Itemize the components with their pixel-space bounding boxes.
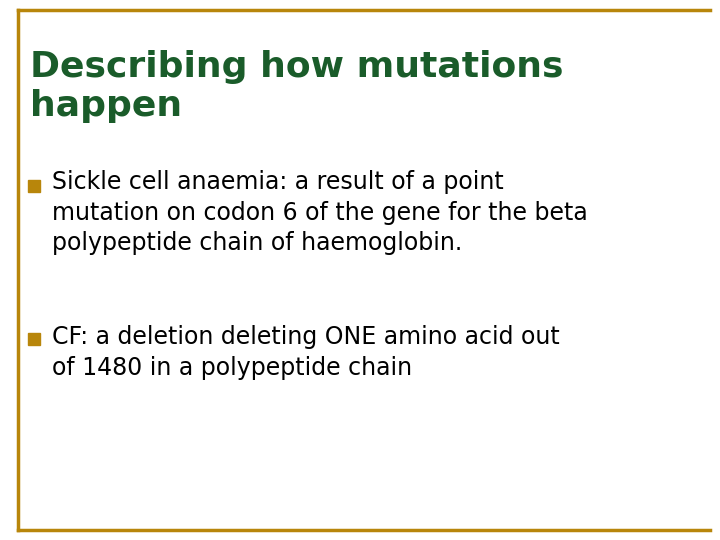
Text: CF: a deletion deleting ONE amino acid out
of 1480 in a polypeptide chain: CF: a deletion deleting ONE amino acid o… <box>52 325 559 380</box>
Bar <box>28 180 40 192</box>
Bar <box>28 333 40 345</box>
Text: Describing how mutations
happen: Describing how mutations happen <box>30 50 564 124</box>
Text: Sickle cell anaemia: a result of a point
mutation on codon 6 of the gene for the: Sickle cell anaemia: a result of a point… <box>52 170 588 255</box>
